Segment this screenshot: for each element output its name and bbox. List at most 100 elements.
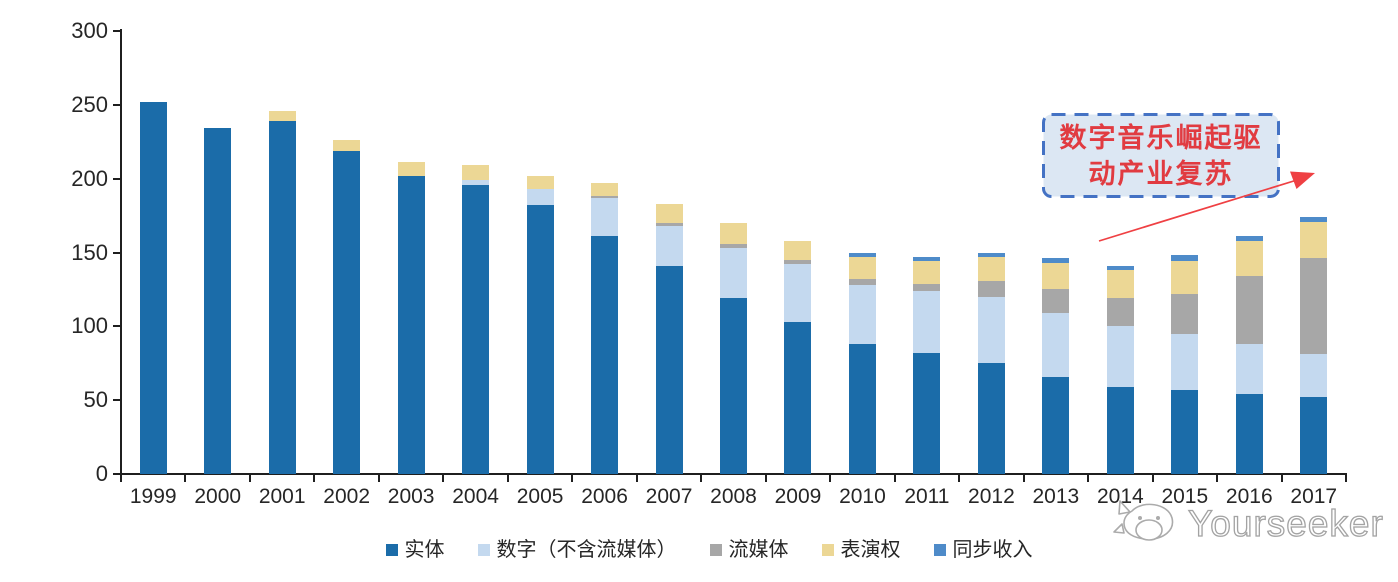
bar-segment-2013-同步收入 <box>1042 258 1070 263</box>
bar-segment-2009-实体 <box>784 321 812 474</box>
annotation-arrowhead-icon <box>1290 171 1315 189</box>
bar-segment-2011-表演权 <box>913 261 941 284</box>
x-tick-2 <box>248 475 251 482</box>
bar-segment-2014-数字（不含流媒体） <box>1106 326 1134 387</box>
bar-segment-2006-流媒体 <box>591 196 619 198</box>
bar-segment-2017-实体 <box>1300 397 1328 474</box>
bar-segment-2009-表演权 <box>784 240 812 260</box>
bar-2016 <box>1235 236 1263 474</box>
bar-segment-2005-表演权 <box>526 175 554 190</box>
bar-segment-2009-数字（不含流媒体） <box>784 264 812 322</box>
bar-2007 <box>655 203 683 474</box>
bar-segment-2001-实体 <box>268 121 296 474</box>
bar-segment-2006-表演权 <box>591 183 619 197</box>
bar-segment-2015-数字（不含流媒体） <box>1171 333 1199 390</box>
x-tick-14 <box>1022 475 1025 482</box>
bar-2015 <box>1171 255 1199 474</box>
bar-segment-2016-同步收入 <box>1235 236 1263 241</box>
y-tick-150 <box>113 251 121 254</box>
bar-2009 <box>784 240 812 474</box>
watermark-text: Yourseeker <box>1187 502 1384 544</box>
x-tick-17 <box>1216 475 1219 482</box>
bar-segment-2014-表演权 <box>1106 270 1134 299</box>
legend-item-同步收入: 同步收入 <box>933 539 1033 561</box>
y-tick-label-100: 100 <box>71 313 108 339</box>
x-label-2012: 2012 <box>968 485 1015 508</box>
bar-segment-2000-实体 <box>204 128 232 474</box>
legend-item-实体: 实体 <box>385 539 445 561</box>
bar-segment-2008-实体 <box>720 298 747 474</box>
bar-2014 <box>1106 265 1134 474</box>
y-tick-label-50: 50 <box>83 387 108 413</box>
bar-segment-2009-流媒体 <box>784 259 812 265</box>
x-tick-8 <box>635 475 638 482</box>
bar-2001 <box>268 110 296 474</box>
legend-label: 实体 <box>404 539 445 561</box>
bar-segment-2011-同步收入 <box>913 256 941 262</box>
legend-swatch-icon <box>709 544 722 556</box>
legend-swatch-icon <box>477 544 490 556</box>
x-tick-16 <box>1151 475 1154 482</box>
bar-segment-2016-数字（不含流媒体） <box>1235 344 1263 395</box>
bar-segment-2013-数字（不含流媒体） <box>1042 313 1070 377</box>
x-label-2017: 2017 <box>1290 485 1338 508</box>
x-label-2016: 2016 <box>1225 485 1273 508</box>
x-label-2001: 2001 <box>258 485 306 508</box>
y-tick-100 <box>113 325 121 328</box>
bar-segment-1999-实体 <box>139 101 167 474</box>
y-axis <box>120 29 122 475</box>
bar-segment-2004-表演权 <box>462 165 490 181</box>
legend-label: 流媒体 <box>728 539 789 561</box>
x-tick-6 <box>506 475 509 482</box>
bar-segment-2017-数字（不含流媒体） <box>1300 354 1328 398</box>
x-tick-5 <box>442 475 445 482</box>
bar-segment-2014-同步收入 <box>1106 265 1134 271</box>
y-tick-200 <box>113 177 121 180</box>
bar-segment-2016-实体 <box>1235 394 1263 474</box>
legend-label: 同步收入 <box>952 539 1033 561</box>
bar-2011 <box>913 256 941 474</box>
bar-segment-2012-同步收入 <box>977 252 1005 257</box>
bar-segment-2014-流媒体 <box>1106 298 1134 327</box>
bar-2010 <box>848 252 876 474</box>
bar-segment-2013-表演权 <box>1042 262 1070 290</box>
legend-label: 数字（不含流媒体） <box>496 539 677 561</box>
bar-2003 <box>397 162 425 474</box>
bar-segment-2005-实体 <box>526 205 554 474</box>
bar-segment-2014-实体 <box>1106 386 1134 474</box>
bar-segment-2007-实体 <box>655 265 683 474</box>
x-tick-12 <box>893 475 896 482</box>
bar-segment-2003-表演权 <box>397 162 425 176</box>
bar-segment-2010-实体 <box>848 344 876 474</box>
watermark: Yourseeker <box>1112 496 1384 552</box>
legend-item-流媒体: 流媒体 <box>709 539 789 561</box>
x-label-2013: 2013 <box>1032 485 1080 508</box>
bar-segment-2013-流媒体 <box>1042 289 1070 314</box>
legend-item-数字（不含流媒体）: 数字（不含流媒体） <box>477 539 677 561</box>
bar-segment-2004-数字（不含流媒体） <box>462 180 490 185</box>
x-label-2007: 2007 <box>645 485 693 508</box>
x-label-2010: 2010 <box>839 485 886 508</box>
bar-segment-2011-数字（不含流媒体） <box>913 290 941 353</box>
bar-segment-2005-数字（不含流媒体） <box>526 189 554 206</box>
legend-item-表演权: 表演权 <box>821 540 901 560</box>
x-tick-3 <box>313 475 316 482</box>
bar-segment-2007-流媒体 <box>655 222 683 226</box>
bar-segment-2008-流媒体 <box>720 243 747 249</box>
bar-segment-2003-实体 <box>397 175 425 474</box>
chart-legend: 实体 数字（不含流媒体） 流媒体 表演权 同步收入 <box>10 540 1398 560</box>
bar-segment-2012-表演权 <box>977 256 1005 281</box>
legend-swatch-icon <box>821 544 834 556</box>
legend-swatch-icon <box>385 544 398 556</box>
bar-2002 <box>333 140 361 474</box>
x-label-2006: 2006 <box>581 485 628 508</box>
bar-segment-2006-实体 <box>591 236 619 474</box>
bar-segment-2008-表演权 <box>720 222 747 244</box>
bar-segment-2002-表演权 <box>333 140 361 151</box>
bar-segment-2011-流媒体 <box>913 283 941 291</box>
legend-swatch-icon <box>933 544 946 556</box>
bar-2005 <box>526 175 554 474</box>
bar-segment-2010-表演权 <box>848 256 876 280</box>
bar-segment-2010-同步收入 <box>848 252 876 257</box>
bar-segment-2007-表演权 <box>655 203 683 223</box>
